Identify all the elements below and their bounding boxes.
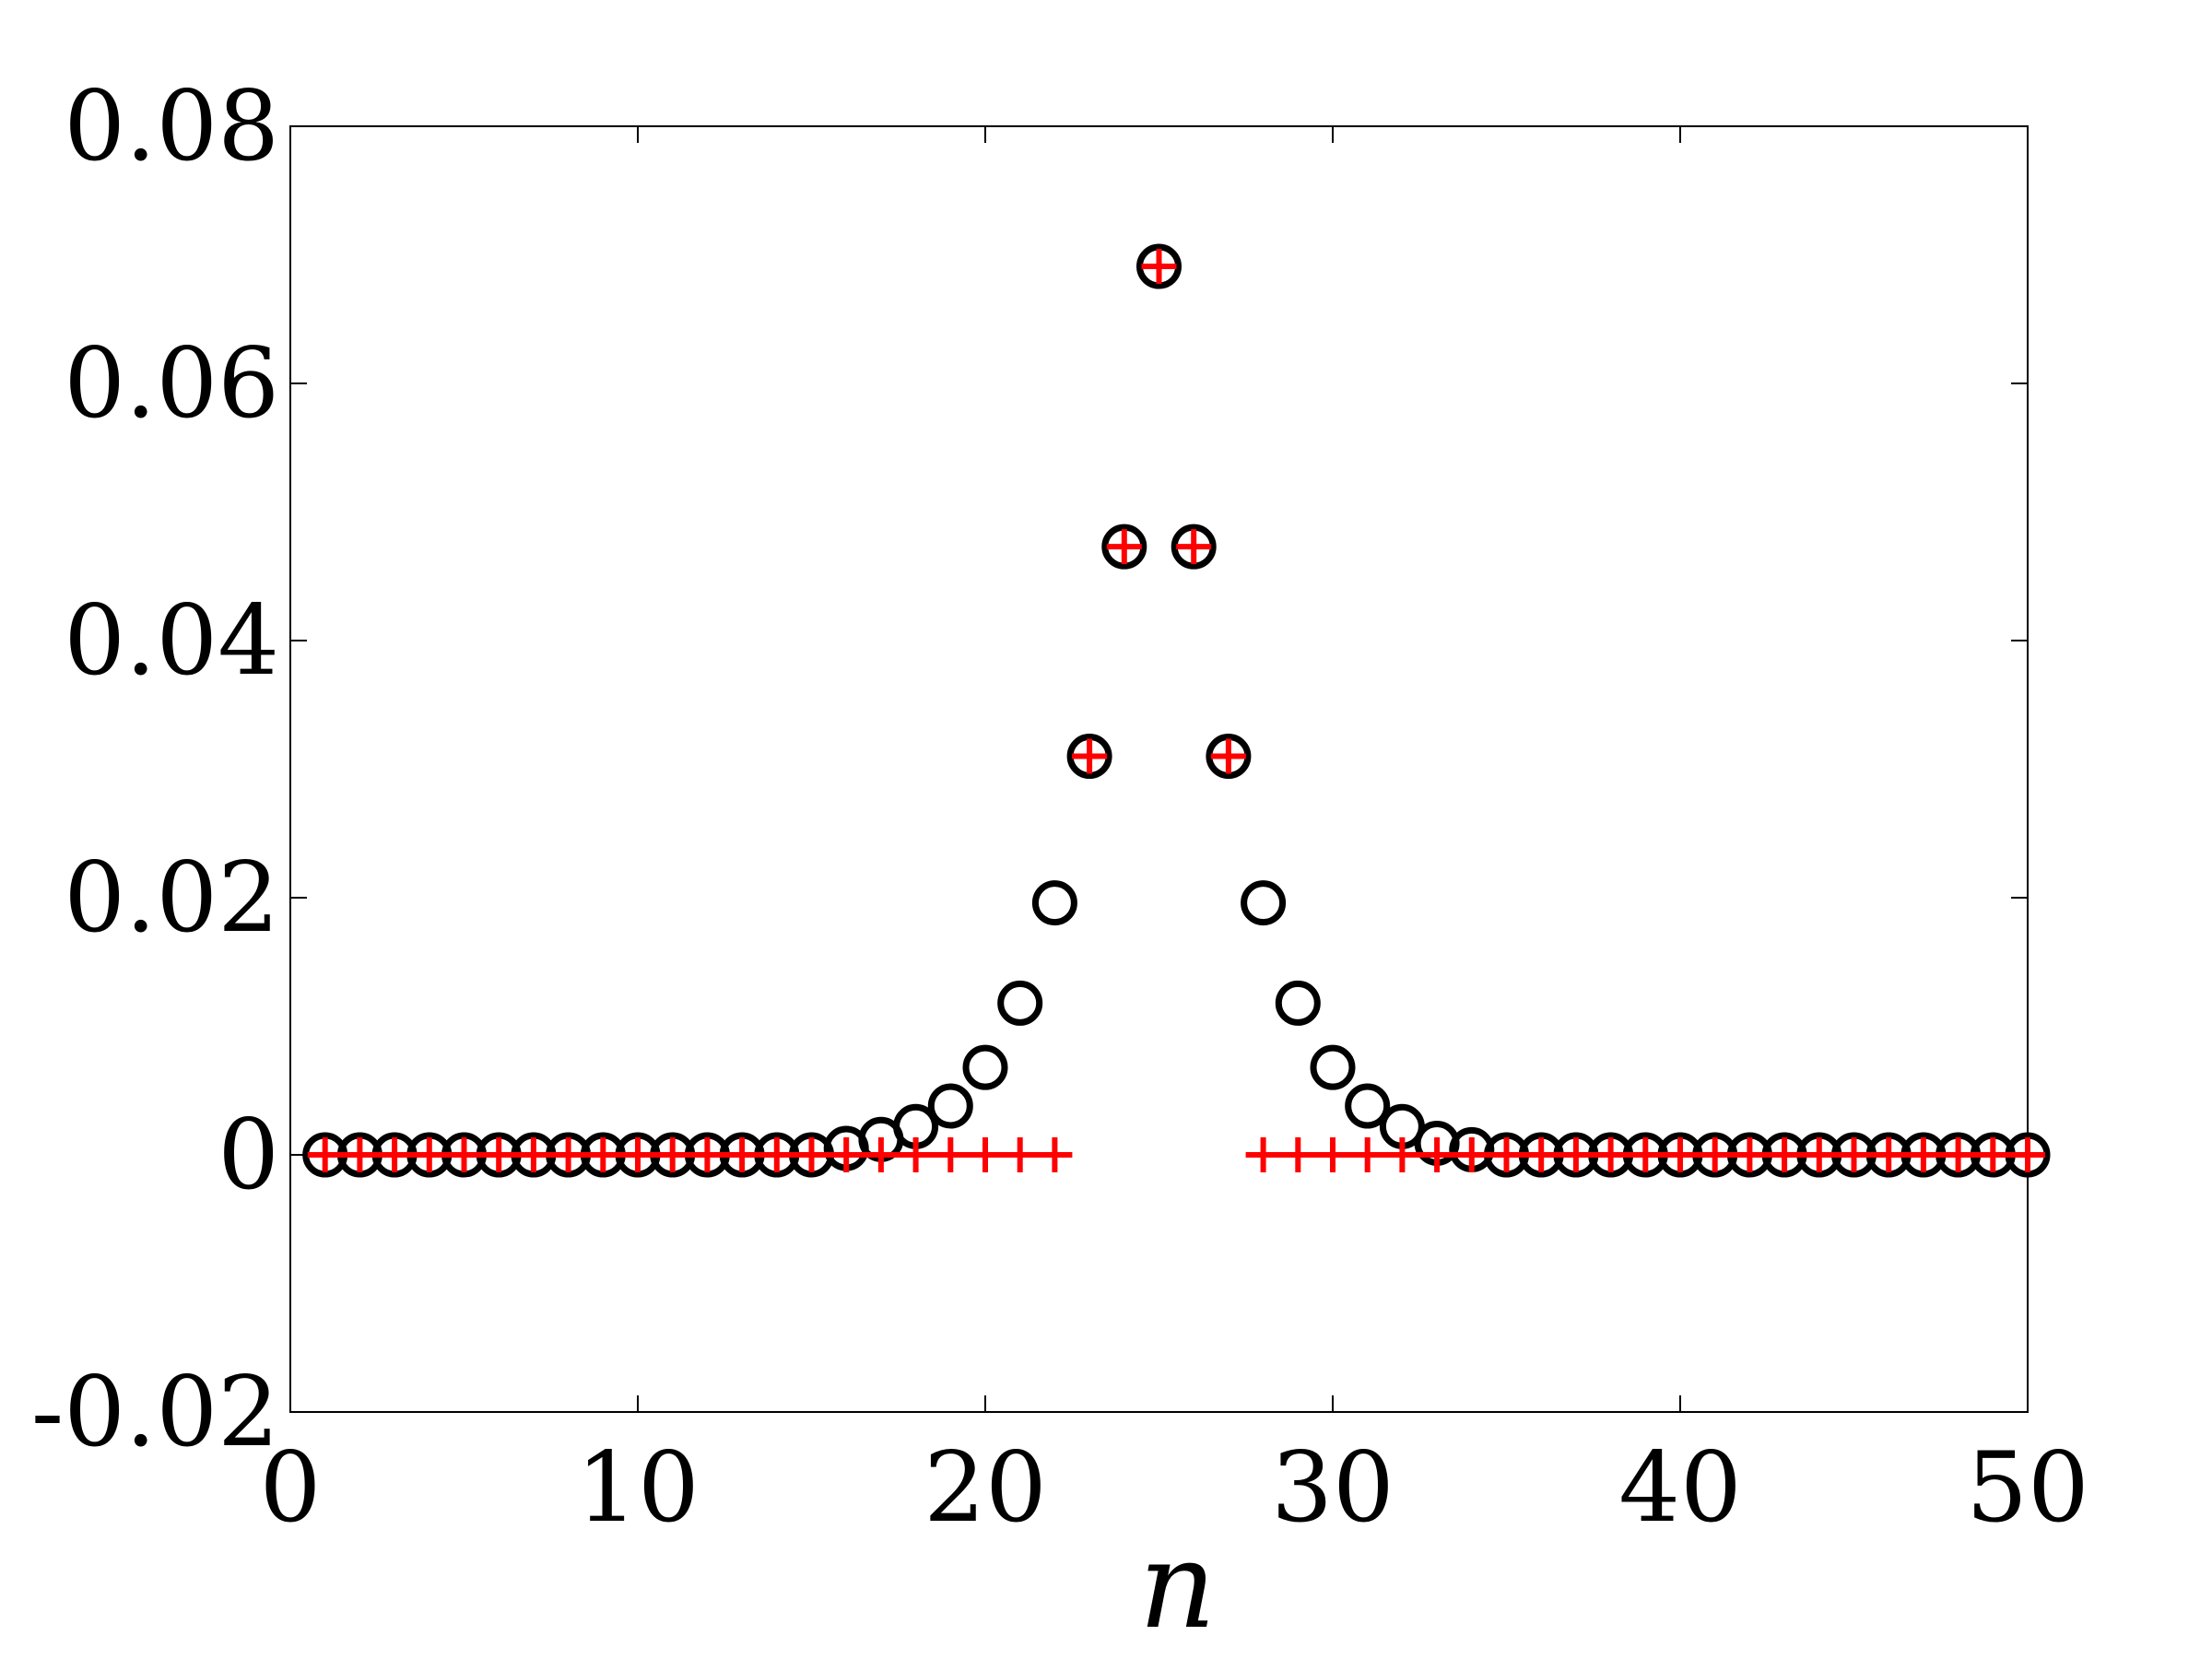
- plus-point: [1002, 1137, 1038, 1172]
- circle-point: [1345, 1083, 1391, 1129]
- plus-point: [654, 1137, 690, 1172]
- y-tick-label: 0.04: [64, 584, 279, 697]
- plus-point: [1037, 1137, 1073, 1172]
- plus-point: [1315, 1137, 1350, 1172]
- x-tick-label: 40: [1618, 1431, 1742, 1544]
- y-tick-label: 0.08: [64, 70, 279, 182]
- plus-point: [759, 1137, 794, 1172]
- circle-point: [1206, 734, 1252, 780]
- plus-point: [689, 1137, 725, 1172]
- axes: [289, 125, 2029, 1413]
- plus-point: [1767, 1137, 1803, 1172]
- plus-point: [377, 1137, 413, 1172]
- plus-point: [1524, 1137, 1559, 1172]
- plus-point: [1141, 249, 1177, 285]
- plus-point: [585, 1137, 621, 1172]
- plus-point: [1349, 1137, 1385, 1172]
- plus-point: [1072, 738, 1108, 774]
- circle-point: [997, 980, 1043, 1026]
- circle-point: [1101, 524, 1147, 570]
- plus-point: [1384, 1137, 1420, 1172]
- x-tick-label: 0: [260, 1431, 322, 1544]
- x-tick-label: 30: [1271, 1431, 1394, 1544]
- plus-point: [1176, 529, 1212, 565]
- plus-point: [1210, 738, 1246, 774]
- circle-point: [1171, 524, 1217, 570]
- plus-point: [550, 1137, 586, 1172]
- x-axis-label: n: [1139, 1515, 1217, 1655]
- x-tick-label: 10: [576, 1431, 700, 1544]
- plus-point: [342, 1137, 378, 1172]
- plus-point: [724, 1137, 760, 1172]
- plus-point: [1419, 1137, 1455, 1172]
- plus-point: [968, 1137, 1003, 1172]
- circle-point: [1275, 980, 1321, 1026]
- circle-point: [1241, 880, 1287, 926]
- plus-point: [1940, 1137, 1976, 1172]
- plus-point: [1106, 529, 1142, 565]
- plus-point: [2010, 1137, 2045, 1172]
- plus-point: [898, 1137, 934, 1172]
- plus-point: [933, 1137, 969, 1172]
- circle-point: [1066, 734, 1112, 780]
- plus-point: [1453, 1137, 1489, 1172]
- plus-point: [1975, 1137, 2011, 1172]
- plus-point: [515, 1137, 551, 1172]
- circle-point: [1031, 880, 1077, 926]
- plus-point: [1488, 1137, 1524, 1172]
- axes-frame: [289, 125, 2029, 1413]
- plus-point: [1628, 1137, 1664, 1172]
- circle-point: [962, 1044, 1008, 1090]
- plus-point: [1697, 1137, 1733, 1172]
- y-tick-label: -0.02: [31, 1356, 279, 1468]
- plus-point: [411, 1137, 447, 1172]
- circle-point: [1136, 243, 1182, 289]
- plus-point: [794, 1137, 830, 1172]
- y-tick-label: 0.06: [64, 327, 279, 440]
- plus-point: [1593, 1137, 1629, 1172]
- plus-point: [1905, 1137, 1941, 1172]
- circle-point: [1310, 1044, 1356, 1090]
- circle-point: [927, 1083, 973, 1129]
- plus-point: [481, 1137, 517, 1172]
- plus-point: [863, 1137, 899, 1172]
- plus-point: [307, 1137, 343, 1172]
- x-tick-label: 50: [1966, 1431, 2089, 1544]
- x-tick-label: 20: [924, 1431, 1047, 1544]
- series-plus: [307, 249, 2045, 1172]
- plus-point: [1732, 1137, 1768, 1172]
- y-tick-label: 0.02: [64, 841, 279, 954]
- plus-point: [446, 1137, 482, 1172]
- plus-point: [829, 1137, 865, 1172]
- plus-point: [1245, 1137, 1281, 1172]
- plus-point: [620, 1137, 655, 1172]
- data-series: [302, 243, 2051, 1178]
- plus-point: [1280, 1137, 1316, 1172]
- y-tick-label: 0: [218, 1099, 279, 1211]
- plus-point: [1663, 1137, 1698, 1172]
- plus-point: [1871, 1137, 1907, 1172]
- plus-point: [1836, 1137, 1872, 1172]
- plus-point: [1801, 1137, 1837, 1172]
- plus-point: [1558, 1137, 1594, 1172]
